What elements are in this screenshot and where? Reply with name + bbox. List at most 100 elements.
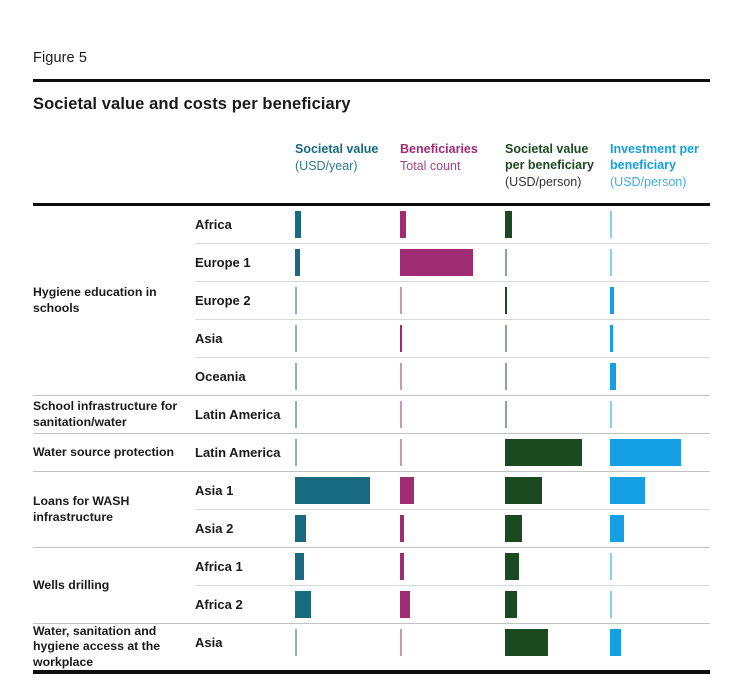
- bar: [610, 591, 612, 618]
- bar: [610, 515, 624, 542]
- bar-cell: [400, 439, 505, 466]
- bar: [400, 591, 410, 618]
- column-header-societal-value: Societal value (USD/year): [295, 141, 400, 174]
- bar-cell: [400, 629, 505, 656]
- bar-cell: [295, 439, 400, 466]
- bar-cell: [505, 325, 610, 352]
- bar: [610, 287, 614, 314]
- table-row: Asia: [195, 319, 710, 357]
- bar-cell: [505, 515, 610, 542]
- region-label: Europe 2: [195, 293, 251, 308]
- group-label: Hygiene education in schools: [33, 285, 157, 315]
- bar: [400, 439, 402, 466]
- chart-title: Societal value and costs per beneficiary: [33, 95, 351, 113]
- bar: [610, 211, 612, 238]
- column-header-beneficiaries: Beneficiaries Total count: [400, 141, 505, 174]
- group-label: Loans for WASH infrastructure: [33, 494, 130, 524]
- bar-cell: [505, 249, 610, 276]
- column-header-subtitle: (USD/year): [295, 159, 358, 173]
- bar-cell: [295, 401, 400, 428]
- column-header-subtitle: Total count: [400, 159, 461, 173]
- group-rows: Asia 1 Asia 2: [195, 472, 710, 547]
- bar-cell: [610, 439, 710, 466]
- table-row: Latin America: [195, 396, 710, 433]
- table-row: Africa: [195, 206, 710, 243]
- bar-cell: [610, 477, 710, 504]
- table-row: Latin America: [195, 434, 710, 471]
- chart-group: Water, sanitation and hygiene access at …: [33, 623, 710, 670]
- bar: [400, 629, 402, 656]
- bar-cell: [610, 515, 710, 542]
- bar-cell: [295, 249, 400, 276]
- chart-group: School infrastructure for sanitation/wat…: [33, 395, 710, 433]
- group-label: Water, sanitation and hygiene access at …: [33, 624, 161, 669]
- bar: [610, 249, 612, 276]
- bar: [295, 515, 306, 542]
- bar: [505, 591, 517, 618]
- column-header-subtitle: (USD/person): [505, 175, 582, 189]
- bar-cell: [505, 439, 610, 466]
- region-label: Asia 2: [195, 521, 234, 536]
- bar-cell: [610, 363, 710, 390]
- bar: [295, 211, 301, 238]
- bar: [505, 439, 582, 466]
- bar: [610, 477, 645, 504]
- column-header-title: Beneficiaries: [400, 142, 478, 156]
- bar-cell: [400, 477, 505, 504]
- bar: [610, 363, 616, 390]
- bar: [400, 515, 404, 542]
- chart-group: Hygiene education in schools Africa Europe…: [33, 206, 710, 395]
- bar: [295, 249, 300, 276]
- region-label: Oceania: [195, 369, 246, 384]
- bar-cell: [400, 211, 505, 238]
- column-header-subtitle: (USD/person): [610, 175, 687, 189]
- region-label: Latin America: [195, 407, 281, 422]
- bar: [295, 477, 370, 504]
- column-header-title: Societal value: [295, 142, 379, 156]
- column-header-title: Societal value per beneficiary: [505, 142, 594, 172]
- bar: [400, 477, 414, 504]
- bar-cell: [505, 211, 610, 238]
- bar: [400, 211, 406, 238]
- figure-number-label: Figure 5: [33, 50, 87, 66]
- group-label: School infrastructure for sanitation/wat…: [33, 399, 178, 429]
- bar-cell: [610, 629, 710, 656]
- group-label: Wells drilling: [33, 577, 110, 592]
- bar-cell: [295, 211, 400, 238]
- chart-table: Hygiene education in schools Africa Europe…: [33, 206, 710, 670]
- bar: [400, 287, 402, 314]
- bar: [400, 363, 402, 390]
- bar: [295, 363, 297, 390]
- bar-cell: [610, 287, 710, 314]
- bar: [400, 401, 402, 428]
- group-rows: Africa 1 Africa 2: [195, 548, 710, 623]
- bar-cell: [505, 591, 610, 618]
- bar-cell: [610, 591, 710, 618]
- bar: [295, 439, 297, 466]
- bar: [295, 553, 304, 580]
- bar: [505, 363, 507, 390]
- bar: [400, 325, 402, 352]
- bar-cell: [400, 591, 505, 618]
- column-header-title: Investment per beneficiary: [610, 142, 699, 172]
- bar: [505, 553, 519, 580]
- region-label: Asia: [195, 331, 223, 346]
- group-label: Water source protection: [33, 444, 174, 459]
- bar-cell: [400, 515, 505, 542]
- chart-group: Water source protection Latin America: [33, 433, 710, 471]
- bar-cell: [610, 249, 710, 276]
- bar: [400, 553, 404, 580]
- bar: [505, 629, 548, 656]
- bar: [610, 325, 613, 352]
- bar-cell: [295, 287, 400, 314]
- table-row: Asia 2: [195, 509, 710, 547]
- column-header-investment-per-beneficiary: Investment per beneficiary (USD/person): [610, 141, 710, 190]
- bar-cell: [400, 325, 505, 352]
- bar: [295, 629, 297, 656]
- table-row: Africa 1: [195, 548, 710, 585]
- bar-cell: [295, 591, 400, 618]
- bar-cell: [400, 249, 505, 276]
- group-rows: Latin America: [195, 396, 710, 433]
- region-label: Latin America: [195, 445, 281, 460]
- bar-cell: [295, 477, 400, 504]
